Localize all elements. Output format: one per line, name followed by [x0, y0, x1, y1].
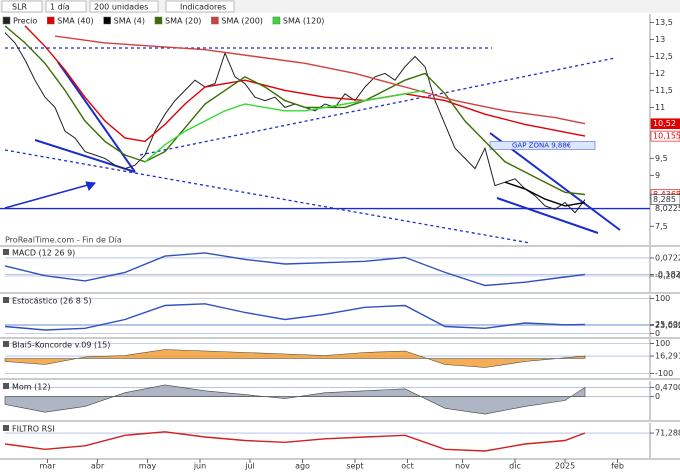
units[interactable]: 200 unidades [94, 3, 148, 12]
period[interactable]: 1 día [50, 3, 70, 12]
x-tick-label: feb [611, 462, 624, 471]
x-tick-label: mar [40, 462, 57, 471]
gap-zone [489, 141, 596, 150]
x-tick-label: oct [401, 462, 413, 471]
panel-icon [3, 341, 9, 347]
y-tick-label: 71,288 [655, 429, 680, 438]
area [4, 384, 586, 415]
legend-swatch [272, 16, 281, 25]
y-tick-label: 13,5 [655, 18, 673, 27]
last-value-label: 10,52 [653, 119, 676, 128]
period-box[interactable] [45, 0, 87, 13]
y-tick-label: 12 [655, 69, 665, 78]
series-line [4, 25, 586, 196]
arrow [4, 182, 96, 209]
panel-title: FILTRO RSI [12, 425, 55, 434]
y-tick-label: -0,1823 [655, 270, 680, 279]
legend-label: SMA (4) [114, 17, 145, 26]
gap-zone-label: GAP ZONA 9,88€ [512, 141, 571, 149]
legend-swatch [46, 16, 55, 25]
panel-title: Estocástico (26 8 5) [12, 297, 92, 306]
panel-title: Mom (12) [12, 383, 51, 392]
trendline [4, 149, 531, 244]
toolbar: SLR 1 día 200 unidades Indicadores [0, 0, 680, 13]
legend-swatch [154, 16, 163, 25]
series-line [4, 303, 586, 331]
last-value-label: 8,285 [653, 195, 676, 204]
y-tick-label: 16,291 [655, 352, 680, 361]
x-tick-label: ago [295, 462, 310, 471]
y-tick-label: 11 [655, 103, 665, 112]
x-tick-label: abr [91, 462, 105, 471]
y-tick-label: 100 [655, 294, 670, 303]
y-tick-label: -0,2046 [655, 271, 680, 280]
legend-swatch [211, 16, 219, 25]
indicators-box[interactable] [165, 0, 235, 13]
panel-icon [3, 425, 9, 431]
panel-icon [3, 297, 9, 303]
y-tick-label: 9,5 [655, 154, 668, 163]
y-tick-label: 25,606 [655, 320, 680, 329]
panel-title: Blai5-Koncorde v.09 (15) [12, 341, 110, 350]
x-tick-label: may [139, 462, 157, 471]
hline-label: 8,0225 [655, 204, 680, 213]
legend-swatch [103, 16, 111, 25]
series-line [24, 25, 586, 143]
y-tick-label: 0 [655, 392, 660, 401]
x-tick-label: 2025 [555, 462, 575, 471]
y-tick-label: 0,0722 [655, 253, 680, 262]
symbol-box[interactable] [1, 0, 43, 13]
x-tick-label: dic [509, 462, 521, 471]
y-tick-label: 13 [655, 35, 665, 44]
legend-label: Precio [13, 17, 37, 26]
y-tick-label: 7,5 [655, 222, 668, 231]
watermark: ProRealTime.com - Fin de Día [5, 236, 122, 245]
y-tick-label: 12,5 [655, 52, 673, 61]
trendline [496, 197, 599, 234]
legend-label: SMA (200) [221, 17, 263, 26]
y-tick-label: 11,5 [655, 86, 673, 95]
x-tick-label: nov [455, 462, 470, 471]
legend-label: SMA (20) [165, 17, 201, 26]
legend-label: SMA (40) [57, 17, 93, 26]
symbol[interactable]: SLR [12, 3, 28, 12]
y-tick-label: 23,032 [655, 321, 680, 330]
area [4, 349, 586, 368]
x-tick-label: sept [346, 462, 363, 471]
units-box[interactable] [89, 0, 159, 13]
y-tick-label: 9 [655, 171, 660, 180]
legend-swatch [2, 16, 11, 25]
y-tick-label: -100 [655, 369, 673, 378]
series-line [504, 181, 586, 207]
series-line [4, 431, 586, 452]
last-value-label: 10,155 [653, 132, 680, 141]
panel-icon [3, 383, 9, 389]
panel-icon [3, 249, 9, 255]
x-tick-label: jul [244, 462, 255, 471]
series-line [144, 89, 426, 163]
panel-title: MACD (12 26 9) [12, 249, 75, 258]
last-value-box [650, 194, 680, 205]
series-line [54, 35, 586, 125]
y-tick-label: 100 [655, 339, 670, 348]
legend-label: SMA (120) [283, 17, 325, 26]
arrow-head [85, 181, 96, 191]
last-value-box [650, 130, 680, 142]
series-line [4, 252, 586, 287]
x-tick-label: jun [193, 462, 206, 471]
y-tick-label: 0 [655, 329, 660, 338]
indicators[interactable]: Indicadores [180, 3, 226, 12]
trendline [139, 57, 616, 156]
last-value-box [650, 118, 680, 130]
